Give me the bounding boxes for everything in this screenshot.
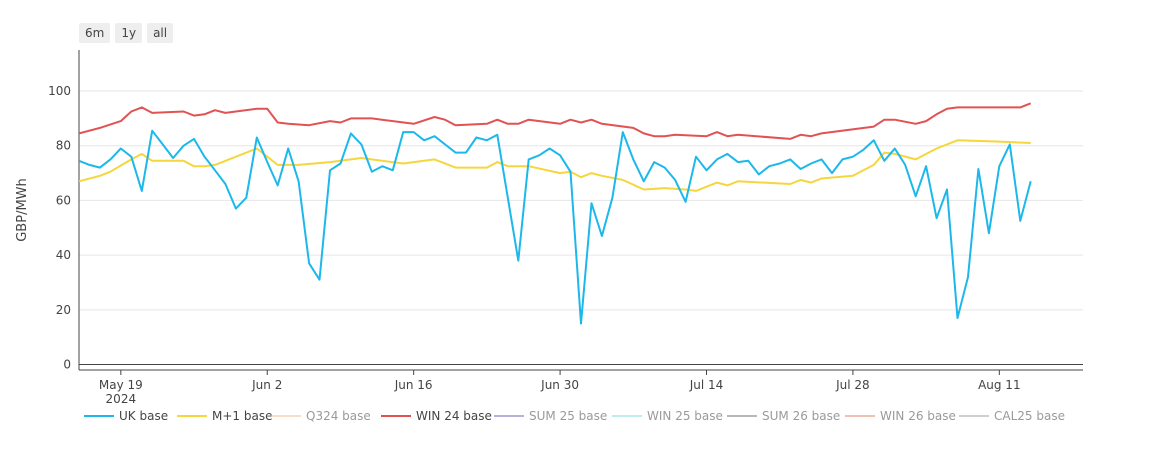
x-tick-label: Jul 28 [835, 378, 870, 392]
y-tick-label: 20 [56, 303, 71, 317]
range-selector: 6m 1y all [79, 23, 174, 43]
legend-item-sum-25-base[interactable]: SUM 25 base [494, 409, 607, 423]
legend-label: WIN 24 base [416, 409, 492, 423]
x-tick-label: May 19 [99, 378, 143, 392]
legend-label: WIN 25 base [647, 409, 723, 423]
x-tick-sublabel: 2024 [106, 392, 137, 406]
series-line-uk-base [79, 129, 1032, 325]
y-tick-label: 40 [56, 248, 71, 262]
x-tick-label: Jul 14 [689, 378, 724, 392]
legend-item-cal25-base[interactable]: CAL25 base [959, 409, 1065, 423]
x-tick-label: Jun 16 [394, 378, 433, 392]
y-tick-label: 100 [48, 84, 71, 98]
range-6m-button[interactable]: 6m [79, 23, 111, 43]
legend-label: Q324 base [306, 409, 371, 423]
legend-item-sum-26-base[interactable]: SUM 26 base [727, 409, 840, 423]
x-tick-label: Jun 30 [540, 378, 579, 392]
series-line-win-24-base [79, 102, 1032, 140]
y-tick-label: 80 [56, 139, 71, 153]
legend-item-m-1-base[interactable]: M+1 base [177, 409, 272, 423]
legend-label: SUM 25 base [529, 409, 607, 423]
x-tick-label: Aug 11 [978, 378, 1021, 392]
legend-item-win-25-base[interactable]: WIN 25 base [612, 409, 723, 423]
legend-label: UK base [119, 409, 168, 423]
range-1y-button[interactable]: 1y [115, 23, 143, 43]
range-all-button[interactable]: all [147, 23, 174, 43]
legend-item-win-24-base[interactable]: WIN 24 base [381, 409, 492, 423]
legend-label: CAL25 base [994, 409, 1065, 423]
x-tick-label: Jun 2 [251, 378, 282, 392]
y-tick-label: 60 [56, 193, 71, 207]
series-line-m-1-base [79, 139, 1031, 192]
legend-item-uk-base[interactable]: UK base [84, 409, 168, 423]
legend-item-q324-base[interactable]: Q324 base [271, 409, 371, 423]
legend-label: M+1 base [212, 409, 272, 423]
legend-label: WIN 26 base [880, 409, 956, 423]
y-axis-title: GBP/MWh [15, 178, 30, 242]
y-tick-label: 0 [63, 358, 71, 372]
legend-label: SUM 26 base [762, 409, 840, 423]
legend-item-win-26-base[interactable]: WIN 26 base [845, 409, 956, 423]
